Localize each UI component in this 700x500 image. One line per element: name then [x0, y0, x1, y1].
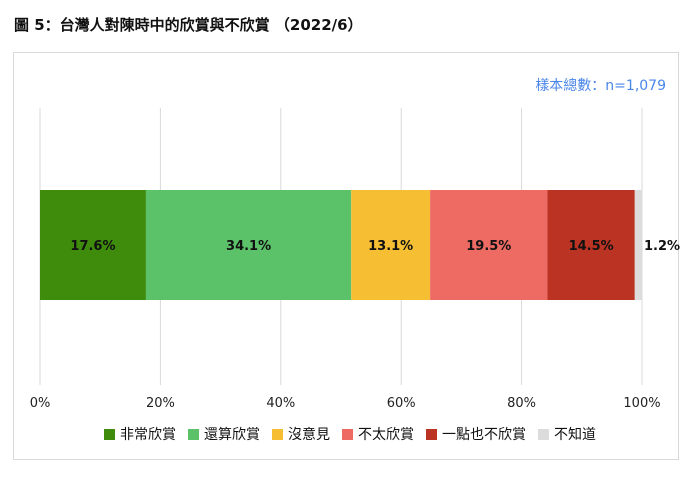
chart-frame [13, 52, 679, 460]
sample-size-note: 樣本總數：n=1,079 [535, 78, 666, 94]
bar-segment [634, 190, 642, 300]
data-label: 14.5% [569, 239, 614, 254]
legend-swatch [272, 429, 283, 440]
legend-swatch [342, 429, 353, 440]
data-label: 13.1% [368, 239, 413, 254]
legend-swatch [426, 429, 437, 440]
bar-segment [547, 190, 635, 300]
chart-legend: 非常欣賞 還算欣賞 沒意見 不太欣賞 一點也不欣賞 不知道 [0, 424, 700, 444]
legend-swatch [538, 429, 549, 440]
legend-label: 不知道 [554, 427, 596, 443]
x-tick-label: 80% [507, 396, 536, 411]
legend-item: 一點也不欣賞 [426, 424, 526, 444]
legend-label: 一點也不欣賞 [442, 427, 526, 443]
x-tick-label: 100% [623, 396, 660, 411]
data-label: 34.1% [226, 239, 271, 254]
bar-segment [145, 190, 352, 300]
data-label: 17.6% [70, 239, 115, 254]
legend-swatch [188, 429, 199, 440]
bar-segment [40, 190, 146, 300]
data-label: 1.2% [644, 239, 680, 254]
legend-item: 不知道 [538, 424, 596, 444]
legend-label: 非常欣賞 [120, 427, 176, 443]
legend-label: 不太欣賞 [358, 427, 414, 443]
legend-swatch [104, 429, 115, 440]
legend-item: 還算欣賞 [188, 424, 260, 444]
legend-item: 非常欣賞 [104, 424, 176, 444]
legend-label: 沒意見 [288, 427, 330, 443]
legend-label: 還算欣賞 [204, 427, 260, 443]
bar-segment [430, 190, 548, 300]
x-tick-label: 20% [146, 396, 175, 411]
x-tick-label: 40% [266, 396, 295, 411]
figure-title: 圖 5：台灣人對陳時中的欣賞與不欣賞 （2022/6） [14, 16, 363, 34]
legend-item: 不太欣賞 [342, 424, 414, 444]
legend-item: 沒意見 [272, 424, 330, 444]
data-label: 19.5% [466, 239, 511, 254]
bar-segment [351, 190, 431, 300]
x-tick-label: 60% [387, 396, 416, 411]
x-tick-label: 0% [30, 396, 51, 411]
